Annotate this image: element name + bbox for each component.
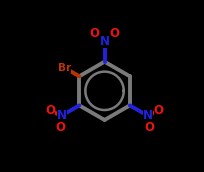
Text: O: O <box>90 27 100 40</box>
Text: Br: Br <box>58 63 71 73</box>
Text: N: N <box>143 109 153 122</box>
Text: O: O <box>110 27 120 40</box>
Text: O: O <box>144 121 154 134</box>
Text: N: N <box>100 35 110 48</box>
Text: O: O <box>55 121 65 134</box>
Text: O: O <box>45 104 55 117</box>
Text: O: O <box>154 104 164 117</box>
Text: N: N <box>57 109 67 122</box>
